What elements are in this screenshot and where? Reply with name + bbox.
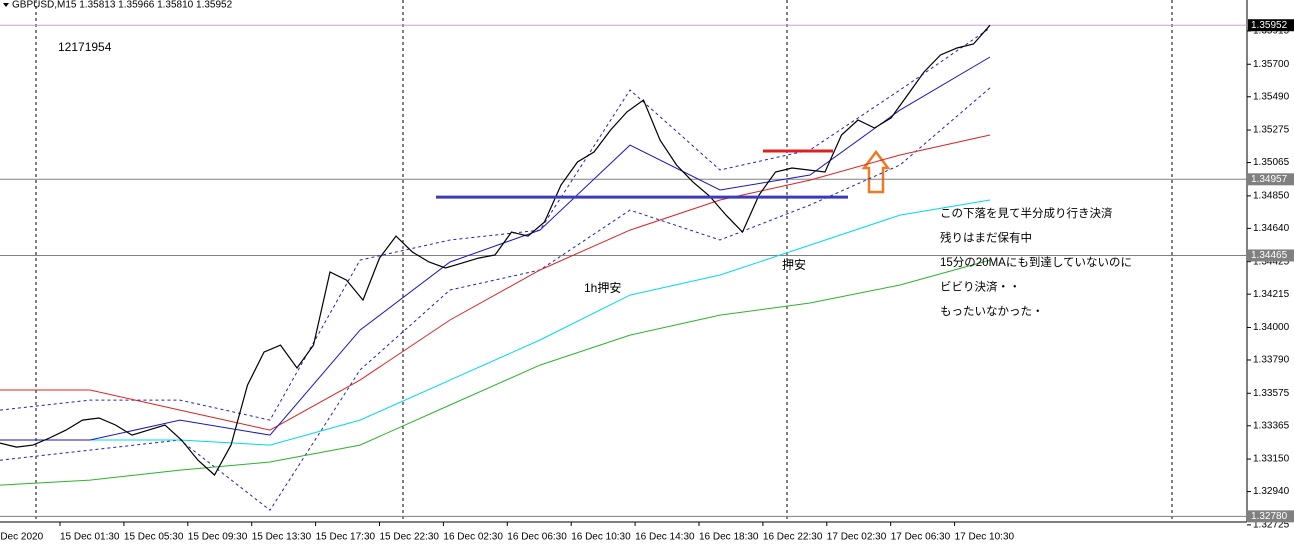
x-tick-label: 15 Dec 09:30 <box>188 532 248 543</box>
y-tick-label: 1.34425 <box>1253 256 1290 267</box>
x-tick-label: 16 Dec 10:30 <box>571 532 631 543</box>
price-level-tag <box>1248 173 1294 186</box>
note-line: もったいなかった・ <box>940 305 1044 318</box>
annotation: 押安 <box>782 257 806 272</box>
x-tick-label: 15 Dec 05:30 <box>124 532 184 543</box>
annotation: 1h押安 <box>584 280 621 295</box>
ma-line <box>0 259 991 486</box>
note-line: ビビり決済・・ <box>940 280 1021 294</box>
menu-arrow[interactable] <box>3 3 9 7</box>
account-number: 12171954 <box>58 40 112 54</box>
x-tick-label: 16 Dec 02:30 <box>443 532 503 543</box>
ma-line <box>0 199 991 446</box>
day-separators <box>35 0 1173 521</box>
note-line: 残りはまだ保有中 <box>940 231 1032 245</box>
x-tick-label: 17 Dec 10:30 <box>955 532 1015 543</box>
y-tick-label: 1.35275 <box>1253 125 1290 136</box>
x-tick-label: 15 Dec 01:30 <box>60 532 120 543</box>
y-tick-label: 1.33575 <box>1253 388 1290 399</box>
price-line <box>0 24 991 476</box>
y-tick-label: 1.33365 <box>1253 420 1290 431</box>
x-tick-label: 4 Dec 2020 <box>0 532 44 543</box>
x-tick-label: 15 Dec 22:30 <box>380 532 440 543</box>
chart-title: GBPUSD,M15 1.35813 1.35966 1.35810 1.359… <box>12 0 233 11</box>
price-level-tag <box>1248 19 1294 32</box>
y-tick-label: 1.35700 <box>1253 59 1290 70</box>
ma-line <box>0 56 991 441</box>
y-tick-label: 1.35490 <box>1253 91 1290 102</box>
note-line: 15分の20MAにも到達していないのに <box>940 256 1132 269</box>
y-tick-label: 1.34215 <box>1253 289 1290 300</box>
x-tick-label: 16 Dec 22:30 <box>763 532 823 543</box>
price-level-label: 1.35952 <box>1251 20 1288 31</box>
y-tick-label: 1.34850 <box>1253 190 1290 201</box>
y-tick-label: 1.33150 <box>1253 454 1290 465</box>
y-tick-label: 1.33790 <box>1253 355 1290 366</box>
x-tick-label: 15 Dec 13:30 <box>252 532 312 543</box>
x-tick-label: 15 Dec 17:30 <box>316 532 376 543</box>
x-tick-label: 17 Dec 06:30 <box>891 532 951 543</box>
ma-line <box>0 134 991 431</box>
note-line: この下落を見て半分成り行き決済 <box>940 206 1113 220</box>
y-tick-label: 1.32940 <box>1253 486 1290 497</box>
price-level-tag <box>1248 249 1294 262</box>
x-tick-label: 17 Dec 02:30 <box>827 532 887 543</box>
x-tick-label: 16 Dec 14:30 <box>635 532 695 543</box>
y-tick-label: 1.32725 <box>1253 520 1290 531</box>
x-tick-label: 16 Dec 18:30 <box>699 532 759 543</box>
y-tick-label: 1.34640 <box>1253 223 1290 234</box>
price-level-tag <box>1248 510 1294 523</box>
price-level-label: 1.34465 <box>1251 250 1288 261</box>
price-level-label: 1.32780 <box>1251 511 1288 522</box>
price-level-label: 1.34957 <box>1251 174 1288 185</box>
x-tick-label: 16 Dec 06:30 <box>507 532 567 543</box>
y-tick-label: 1.35065 <box>1253 157 1290 168</box>
y-tick-label: 1.34000 <box>1253 322 1290 333</box>
